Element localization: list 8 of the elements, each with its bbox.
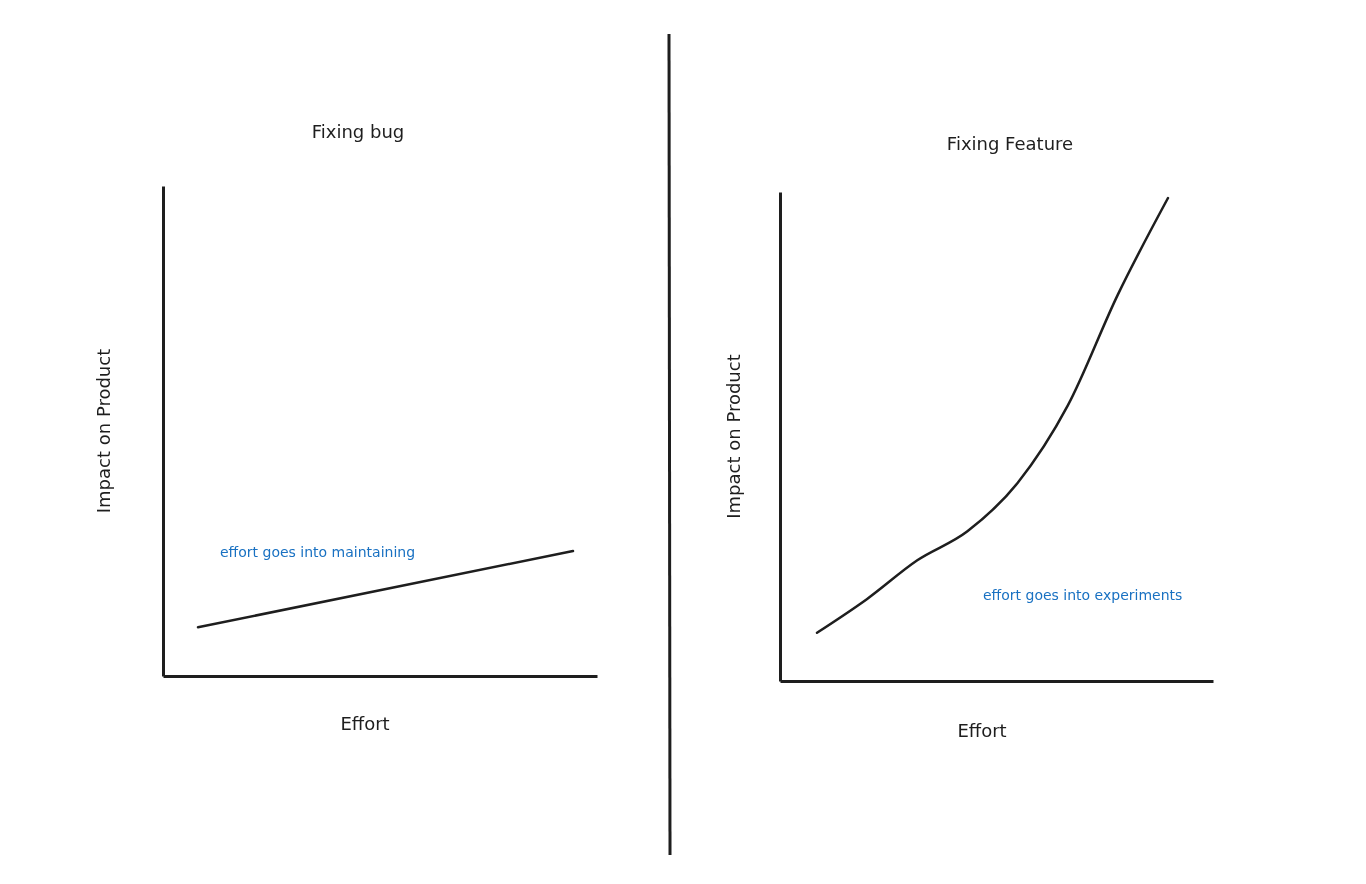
annotation: effort goes into experiments: [983, 587, 1183, 603]
chart-title: Fixing bug: [311, 121, 405, 142]
x-axis-title: Effort: [340, 713, 390, 734]
y-axis-title: Impact on Product: [93, 348, 114, 514]
x-axis-title: Effort: [957, 720, 1007, 741]
annotation: effort goes into maintaining: [220, 544, 416, 560]
y-axis-title: Impact on Product: [723, 354, 744, 519]
chart-title: Fixing Feature: [946, 133, 1074, 154]
